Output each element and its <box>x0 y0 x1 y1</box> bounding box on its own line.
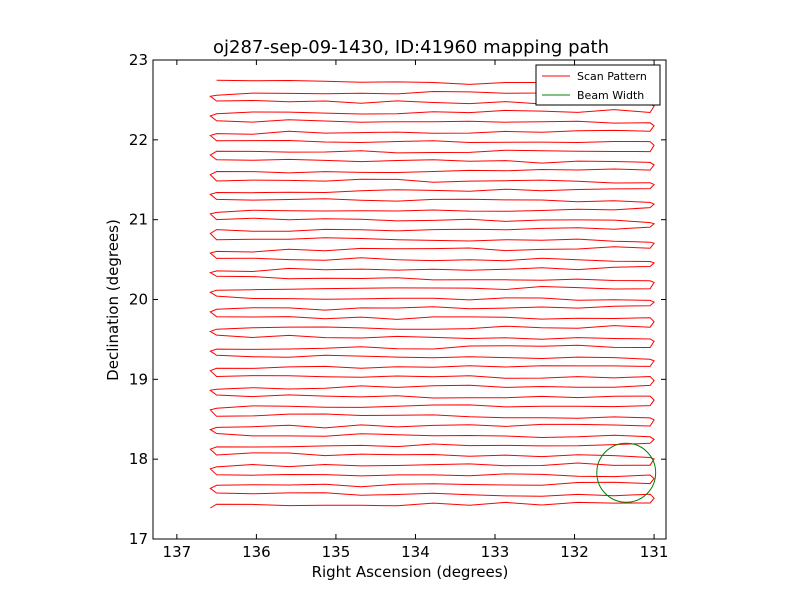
legend-box <box>535 64 661 106</box>
y-tick-label: 22 <box>129 131 148 149</box>
y-tick-label: 17 <box>129 530 148 548</box>
x-tick-label: 136 <box>242 543 271 561</box>
x-tick-label: 137 <box>163 543 192 561</box>
scan-pattern-series <box>209 79 656 509</box>
y-tick-label: 18 <box>129 450 148 468</box>
x-axis-label: Right Ascension (degrees) <box>312 563 509 581</box>
y-axis: 17 18 19 20 21 22 23 <box>129 51 666 548</box>
y-axis-label: Declination (degrees) <box>104 219 122 381</box>
x-tick-label: 132 <box>560 543 589 561</box>
y-tick-label: 20 <box>129 291 148 309</box>
scan-pattern-line <box>209 79 656 509</box>
y-tick-label: 19 <box>129 370 148 388</box>
x-tick-label: 131 <box>640 543 669 561</box>
beam-width-series <box>596 442 657 503</box>
plot-area <box>153 60 666 539</box>
legend-scan-label: Scan Pattern <box>577 70 647 83</box>
beam-width-circle <box>596 442 657 503</box>
x-axis: 137 136 135 134 133 132 131 <box>163 60 669 561</box>
legend: Scan Pattern Beam Width <box>535 64 661 106</box>
x-tick-label: 134 <box>401 543 430 561</box>
x-tick-label: 133 <box>481 543 510 561</box>
x-tick-label: 135 <box>322 543 351 561</box>
y-tick-label: 21 <box>129 211 148 229</box>
legend-beam-label: Beam Width <box>577 89 644 102</box>
chart-title: oj287-sep-09-1430, ID:41960 mapping path <box>213 37 609 58</box>
y-tick-label: 23 <box>129 51 148 69</box>
